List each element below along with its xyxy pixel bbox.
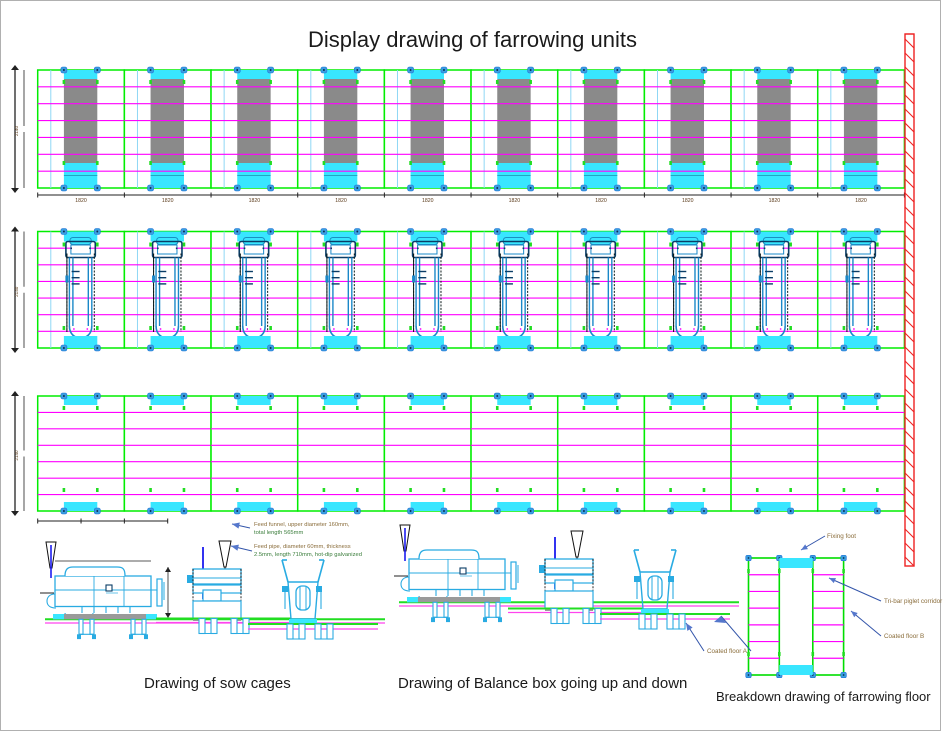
svg-text:2140: 2140 [14, 450, 19, 461]
svg-text:2140: 2140 [14, 286, 19, 297]
svg-text:2.5mm, length 710mm, hot-dip g: 2.5mm, length 710mm, hot-dip galvanized [254, 552, 362, 558]
svg-text:1820: 1820 [335, 198, 347, 204]
svg-text:1820: 1820 [509, 198, 521, 204]
svg-text:Coated floor A: Coated floor A [707, 648, 748, 655]
svg-text:total length 565mm: total length 565mm [254, 530, 303, 536]
svg-text:1820: 1820 [249, 198, 261, 204]
svg-text:Tri-bar piglet corridor: Tri-bar piglet corridor [884, 598, 942, 605]
svg-text:1820: 1820 [75, 198, 87, 204]
svg-text:1820: 1820 [769, 198, 781, 204]
svg-text:Feed pipe, diameter 60mm,: Feed pipe, diameter 60mm, thickness [254, 544, 351, 550]
svg-text:1820: 1820 [422, 198, 434, 204]
svg-text:Feed funnel, upper diameter 16: Feed funnel, upper diameter 160mm, [254, 522, 350, 528]
svg-text:1820: 1820 [595, 198, 607, 204]
svg-text:1820: 1820 [855, 198, 867, 204]
svg-text:1820: 1820 [162, 198, 174, 204]
svg-text:1820: 1820 [682, 198, 694, 204]
svg-text:2140: 2140 [14, 125, 19, 136]
svg-text:Coated floor B: Coated floor B [884, 633, 924, 640]
svg-text:Fixing foot: Fixing foot [827, 533, 856, 540]
